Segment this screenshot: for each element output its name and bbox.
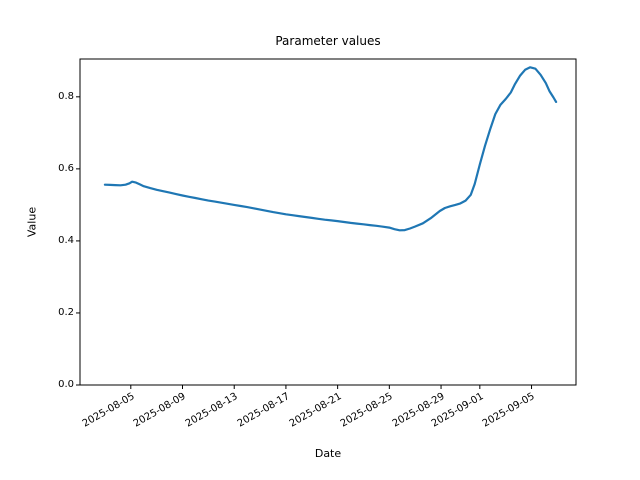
chart-title: Parameter values (275, 34, 381, 48)
x-axis-label: Date (314, 447, 342, 460)
axes-spines (79, 58, 577, 386)
y-tick-label: 0.4 (58, 234, 74, 246)
y-tick-label: 0.8 (58, 90, 74, 102)
y-tick-label: 0.2 (58, 306, 74, 318)
y-tick-label: 0.6 (58, 162, 74, 174)
y-tick-label: 0.0 (58, 379, 74, 390)
data-line (103, 66, 558, 232)
